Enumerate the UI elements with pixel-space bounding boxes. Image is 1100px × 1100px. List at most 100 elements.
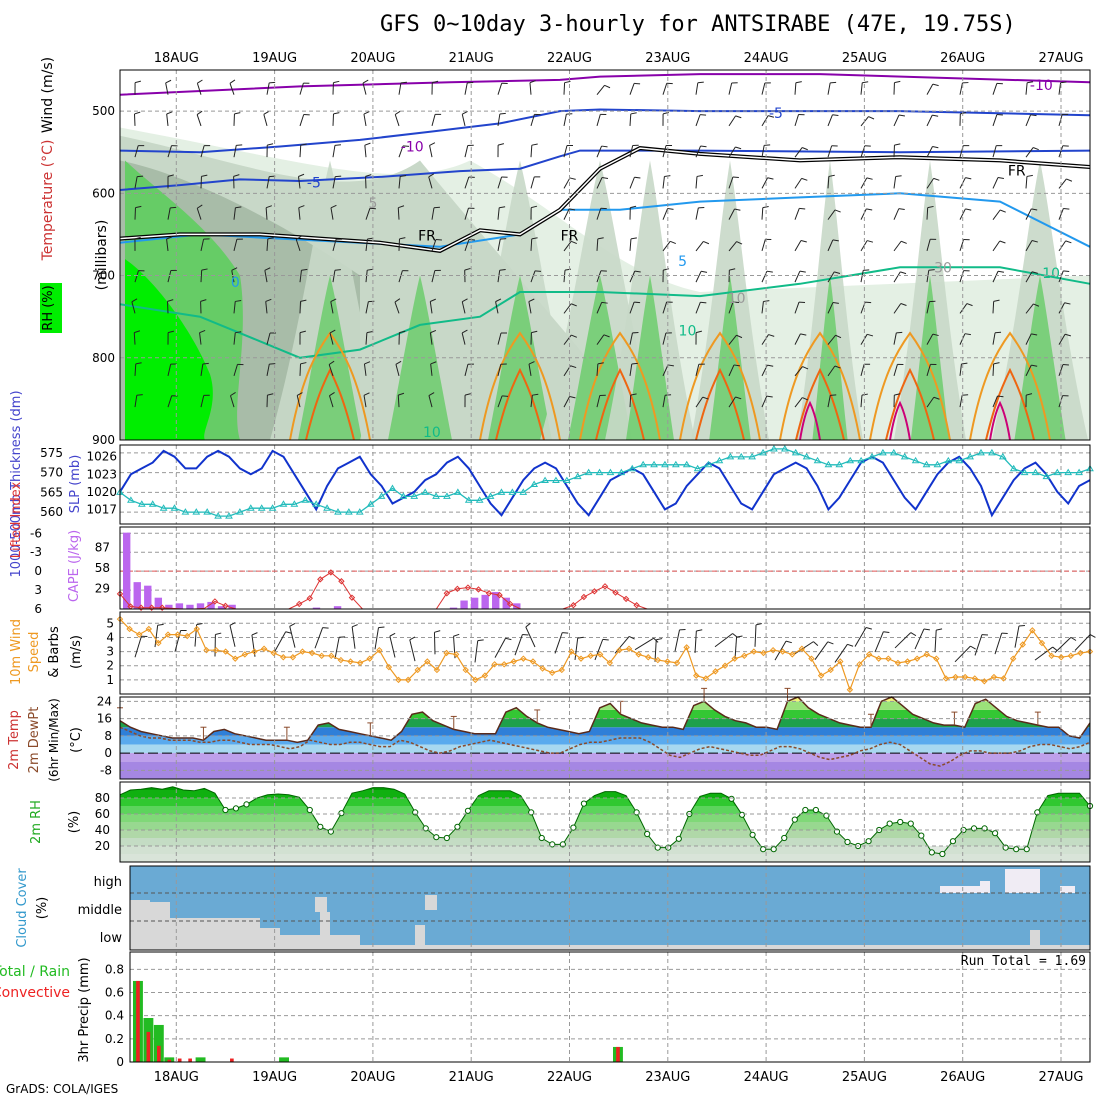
cape-tick-label: 29 <box>95 582 110 596</box>
wind-speed-marker <box>645 654 652 661</box>
wind-barb-flag <box>634 176 641 179</box>
wind-barb <box>894 632 912 649</box>
wind-barb-flag <box>400 81 407 84</box>
wind-barb-flag <box>430 298 436 302</box>
wind-barb-flag <box>366 331 373 334</box>
wind-barb <box>464 145 469 158</box>
wind-barb <box>827 176 830 189</box>
wind-barb <box>365 208 371 220</box>
wind-barb <box>200 363 204 376</box>
wind-barb-flag <box>785 640 792 644</box>
wind-barb <box>297 176 301 189</box>
rh-marker <box>749 831 756 838</box>
wind-barb-flag <box>1026 174 1033 177</box>
wind-barb-flag <box>813 641 819 647</box>
thickness-marker <box>530 480 539 487</box>
wind-speed-marker <box>126 625 133 633</box>
wind-barb-flag <box>894 143 901 146</box>
wind-barb <box>1025 147 1034 158</box>
wind-barb <box>1074 634 1091 651</box>
rh-band <box>120 806 1090 814</box>
wind-tick-label: 1 <box>106 673 114 687</box>
rh-marker <box>633 809 640 816</box>
wind-barb <box>827 271 835 283</box>
wind-barb <box>914 628 925 650</box>
li-marker <box>464 584 472 591</box>
rh-marker <box>897 818 904 826</box>
wind-barb-flag <box>502 395 509 397</box>
rh-band <box>120 790 1090 798</box>
wind-barb <box>365 238 368 251</box>
wind-barb-flag <box>1033 303 1040 307</box>
wind-barb <box>959 395 963 408</box>
x-tick-label-bottom: 26AUG <box>940 1070 985 1085</box>
wind-speed-marker <box>741 652 748 660</box>
thickness-marker <box>977 448 985 456</box>
wind-barb <box>194 624 198 647</box>
wind-barb-flag <box>898 208 905 211</box>
wind-barb-flag <box>363 111 370 115</box>
precip-conv-bar <box>188 1058 192 1062</box>
wind-barb <box>274 631 287 652</box>
wind-barb-flag <box>577 636 584 639</box>
wind-barb-flag <box>866 208 873 211</box>
thickness-marker <box>137 500 146 507</box>
wind-barb <box>728 364 735 377</box>
wind-barb <box>695 114 701 127</box>
thickness-marker <box>1064 468 1073 476</box>
wind-barb <box>695 271 702 283</box>
wind-barb <box>959 82 963 95</box>
wind-barb-flag <box>736 334 743 339</box>
wind-barb <box>233 145 237 158</box>
wind-barb <box>926 301 930 314</box>
thickness-marker <box>268 504 277 511</box>
wind-speed-marker <box>596 651 604 658</box>
wind-speed-marker <box>318 652 325 660</box>
wind-barb <box>794 366 803 377</box>
wind-barb <box>926 114 933 127</box>
thickness-marker <box>377 492 386 499</box>
wind-barb-flag <box>328 360 335 365</box>
wind-barb <box>1058 334 1066 345</box>
wind-barb-flag <box>602 638 609 641</box>
wind-barb <box>266 176 270 189</box>
wind-barb-flag <box>597 237 604 240</box>
wind-barb-flag <box>570 303 577 307</box>
cape-bar <box>196 603 205 609</box>
wind-barb <box>926 146 933 158</box>
temp-band <box>120 718 1090 728</box>
rh-column-core <box>626 275 674 440</box>
precip-conv-bar <box>177 1058 182 1062</box>
wind-barb-flag <box>569 177 576 180</box>
thickness-marker <box>519 488 528 495</box>
wind-speed-marker <box>1086 648 1094 655</box>
wind-barb-flag <box>351 624 358 628</box>
wind-barb <box>398 270 403 283</box>
wind-barb-flag <box>603 334 610 338</box>
wind-barb-flag <box>900 303 907 306</box>
wind-barb <box>1014 625 1020 648</box>
thickness-marker <box>628 464 637 472</box>
upper-air-frame <box>119 69 1091 441</box>
wind-barb-flag <box>196 204 203 209</box>
wind-speed-marker <box>875 655 882 662</box>
x-tick-label-bottom: 20AUG <box>350 1070 395 1085</box>
wind-barb-flag <box>505 637 512 641</box>
temp-contour-15 <box>869 331 951 441</box>
wind-barb <box>634 637 654 651</box>
wind-barb <box>959 208 966 220</box>
wind-barb-flag <box>365 174 372 177</box>
wind-barb-flag <box>395 360 402 365</box>
wind-barb-flag <box>229 79 236 84</box>
thickness-marker <box>225 512 233 519</box>
thickness-marker <box>911 456 920 464</box>
slp-tick-label: 1017 <box>86 502 117 516</box>
x-tick-label-top: 18AUG <box>154 51 199 66</box>
temp-contour-20 <box>985 367 1035 441</box>
wind-barb <box>200 270 203 283</box>
wind-barb <box>662 208 669 220</box>
rh-marker <box>865 838 872 845</box>
wind-barb <box>827 395 831 408</box>
rh-marker <box>949 838 957 845</box>
